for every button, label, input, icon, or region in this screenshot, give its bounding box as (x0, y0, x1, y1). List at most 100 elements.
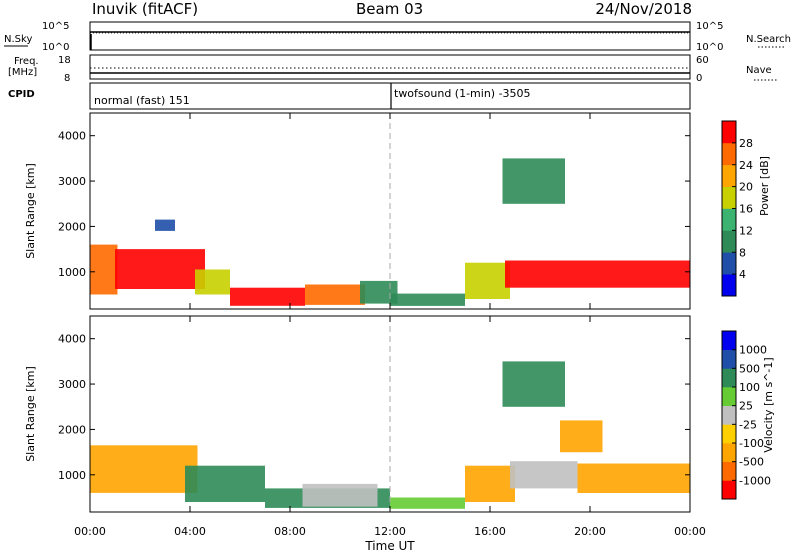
power-y-label: Slant Range [km] (24, 163, 37, 259)
velocity-region-5 (465, 465, 515, 502)
nsky-tick-bottom: 10^0 (42, 42, 69, 53)
colorbar-swatch-4 (722, 186, 736, 209)
velocity-region-8 (502, 361, 565, 407)
power-region-8 (505, 260, 690, 288)
y-tick-label: 3000 (58, 175, 86, 188)
colorbar-swatch-4 (722, 405, 736, 425)
x-tick-label: 08:00 (274, 525, 306, 538)
colorbar-tick-label: -100 (739, 437, 764, 450)
colorbar-swatch-5 (722, 164, 736, 187)
colorbar-swatch-8 (722, 331, 736, 350)
power-region-2 (195, 269, 230, 295)
beam-title: Beam 03 (356, 0, 424, 18)
y-tick-label: 4000 (58, 130, 86, 143)
colorbar-tick-label: 100 (739, 381, 760, 394)
velocity-region-3 (302, 483, 378, 507)
x-tick-label: 00:00 (674, 525, 706, 538)
colorbar-tick-label: 1000 (739, 344, 767, 357)
velocity-data-regions (90, 361, 690, 509)
colorbar-tick-label: -500 (739, 456, 764, 469)
nave-tick-bottom: 0 (696, 73, 702, 84)
colorbar-swatch-5 (722, 387, 736, 406)
velocity-y-label: Slant Range [km] (24, 366, 37, 462)
velocity-region-1 (185, 465, 265, 502)
power-y-axis: 1000 2000 3000 4000 (58, 130, 690, 279)
x-tick-label: 20:00 (574, 525, 606, 538)
velocity-region-4 (390, 497, 465, 509)
colorbar-swatch-6 (722, 368, 736, 388)
velocity-colorbar-label: Velocity [m s^-1] (762, 357, 775, 452)
velocity-region-9 (560, 420, 603, 453)
nave-tick-top: 60 (696, 55, 709, 66)
power-data-regions (90, 158, 690, 306)
colorbar-tick-label: 16 (739, 203, 753, 216)
power-region-4 (305, 284, 365, 305)
station-title: Inuvik (fitACF) (92, 0, 199, 18)
y-tick-label: 2000 (58, 220, 86, 233)
y-tick-label: 1000 (58, 266, 86, 279)
colorbar-tick-label: 25 (739, 400, 753, 413)
cpid-strip: CPID normal (fast) 151 twofsound (1-min)… (8, 82, 691, 110)
colorbar-tick-label: 8 (739, 246, 746, 259)
y-tick-label: 3000 (58, 378, 86, 391)
cpid-mode-2: twofsound (1-min) -3505 (394, 87, 531, 100)
colorbar-tick-label: 12 (739, 224, 753, 237)
freq-label-2: [MHz] (8, 67, 37, 78)
x-tick-label: 16:00 (474, 525, 506, 538)
nsearch-tick-bottom: 10^0 (696, 42, 723, 53)
time-axis-label: Time UT (364, 539, 415, 553)
colorbar-swatch-2 (722, 230, 736, 253)
power-region-0 (90, 244, 118, 295)
nsky-strip-frame (89, 21, 691, 51)
nave-label: Nave (746, 65, 772, 76)
cpid-mode-1: normal (fast) 151 (94, 94, 190, 107)
freq-tick-bottom: 8 (64, 73, 70, 84)
colorbar-swatch-1 (722, 252, 736, 275)
colorbar-swatch-0 (722, 274, 736, 297)
freq-tick-top: 18 (58, 55, 71, 66)
cpid-strip-frame (89, 82, 691, 110)
velocity-region-7 (577, 463, 690, 493)
colorbar-frame (721, 330, 737, 500)
power-region-9 (502, 158, 565, 204)
power-colorbar-label: Power [dB] (758, 156, 771, 216)
freq-strip: Freq. [MHz] 18 8 60 0 Nave (8, 54, 778, 84)
velocity-region-0 (90, 445, 198, 493)
colorbar-swatch-3 (722, 424, 736, 444)
colorbar-swatch-6 (722, 142, 736, 166)
velocity-colorbar: 1000 500 100 25 -25 -100 -500 -1000 (721, 330, 771, 500)
date-title: 24/Nov/2018 (595, 0, 692, 18)
cpid-label: CPID (8, 89, 35, 100)
power-region-5 (360, 280, 398, 304)
power-region-6 (390, 293, 465, 306)
colorbar-tick-label: 24 (739, 159, 753, 172)
x-tick-label: 00:00 (74, 525, 106, 538)
freq-label-1: Freq. (14, 56, 39, 67)
nsky-tick-top: 10^5 (42, 21, 69, 32)
colorbar-swatch-3 (722, 208, 736, 231)
colorbar-swatch-7 (722, 349, 736, 369)
colorbar-swatch-1 (722, 461, 736, 481)
colorbar-swatch-2 (722, 443, 736, 462)
freq-strip-frame (89, 54, 691, 80)
colorbar-tick-label: -25 (739, 418, 757, 431)
colorbar-tick-label: 500 (739, 362, 760, 375)
colorbar-tick-label: -1000 (739, 474, 771, 487)
velocity-region-6 (510, 461, 578, 489)
y-tick-label: 2000 (58, 423, 86, 436)
colorbar-swatch-0 (722, 480, 736, 500)
colorbar-tick-label: 28 (739, 137, 753, 150)
nsearch-label: N.Search (746, 34, 791, 45)
power-region-10 (155, 219, 175, 231)
power-region-3 (230, 287, 305, 306)
colorbar-swatch-7 (722, 121, 736, 144)
x-tick-label: 12:00 (374, 525, 406, 538)
power-panel: 1000 2000 3000 4000 Slant Range [km] 28 24 20… (24, 112, 771, 310)
nsky-strip: N.Sky 10^5 10^0 10^5 10^0 N.Search (4, 21, 791, 53)
time-axis: 00:00 04:00 08:00 12:00 16:00 20:00 00:00 (74, 113, 706, 538)
nsky-label: N.Sky (4, 34, 32, 45)
power-colorbar: 28 24 20 16 12 8 4 (721, 120, 753, 297)
velocity-panel: 1000 2000 3000 4000 Slant Range [km] 1000 50… (24, 113, 775, 553)
